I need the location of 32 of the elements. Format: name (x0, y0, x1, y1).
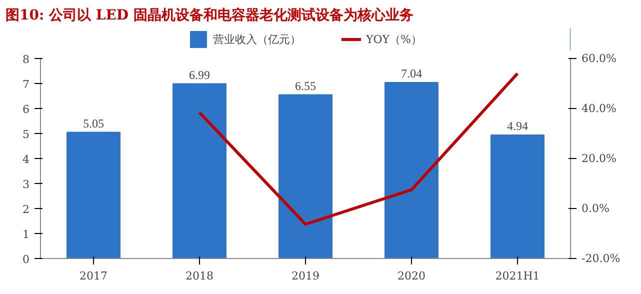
x-tick-label: 2020 (398, 270, 426, 282)
data-label: 5.05 (83, 116, 104, 130)
data-label: 7.04 (401, 66, 422, 80)
x-tick-label: 2019 (292, 270, 320, 282)
legend-label: 营业收入（亿元） (213, 32, 301, 46)
x-tick-label: 2018 (186, 270, 214, 282)
bar (172, 83, 226, 258)
y2-tick-label: 20.0% (582, 152, 616, 165)
chart-title: 图10: 公司以 LED 固晶机设备和电容器老化测试设备为核心业务 (6, 6, 414, 24)
bar (384, 82, 438, 258)
y-tick-label: 0 (22, 253, 30, 266)
y-tick-label: 2 (22, 203, 30, 216)
y2-tick-label: 60.0% (582, 52, 616, 65)
bar (66, 132, 120, 258)
data-label: 4.94 (507, 119, 528, 133)
y-tick-label: 7 (22, 78, 30, 91)
y-tick-label: 3 (22, 178, 30, 191)
y-tick-label: 8 (22, 53, 30, 66)
y-tick-label: 6 (22, 103, 30, 116)
y2-tick-label: 40.0% (582, 102, 616, 115)
y2-tick-label: 0.0% (582, 202, 610, 215)
x-tick-label: 2021H1 (495, 270, 540, 282)
y-tick-label: 1 (22, 228, 30, 241)
x-tick-label: 2017 (80, 270, 108, 282)
data-label: 6.99 (189, 68, 210, 82)
bar (278, 94, 332, 258)
y-tick-label: 5 (22, 128, 30, 141)
data-label: 6.55 (295, 78, 316, 93)
y2-tick-label: -20.0% (582, 252, 620, 265)
y-tick-label: 4 (22, 153, 30, 166)
legend-label: YOY（%） (366, 32, 422, 46)
bar (490, 134, 544, 258)
